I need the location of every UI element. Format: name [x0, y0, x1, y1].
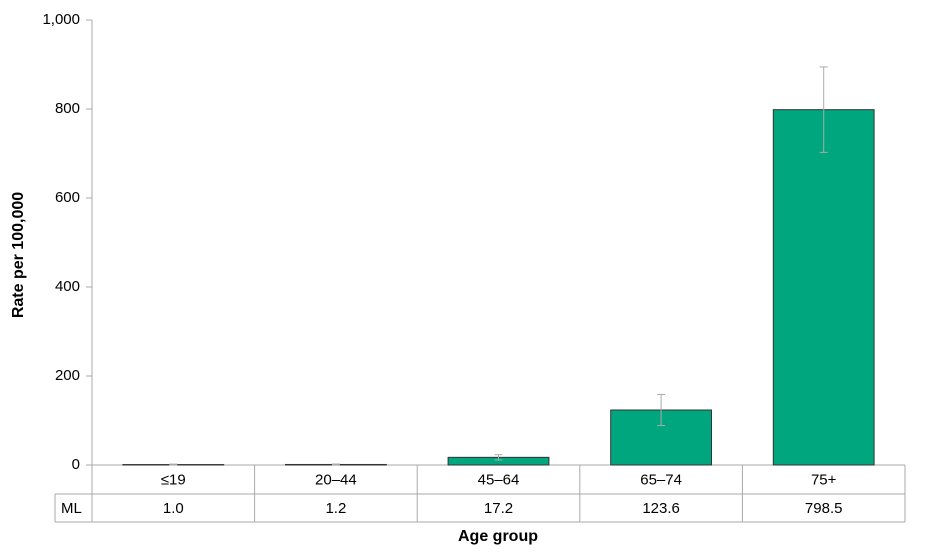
table-value: 17.2: [484, 500, 513, 517]
error-bar: [657, 393, 666, 427]
x-tick-label: 75+: [811, 471, 837, 488]
y-tick-label: 0: [72, 456, 80, 473]
y-tick-label: 200: [55, 367, 80, 384]
x-axis-title: Age group: [458, 528, 538, 545]
table-value: 798.5: [805, 500, 843, 517]
bar: [772, 109, 875, 466]
y-tick-label: 600: [55, 189, 80, 206]
y-tick-label: 1,000: [42, 11, 80, 28]
table-value: 123.6: [642, 500, 680, 517]
y-tick-label: 800: [55, 100, 80, 117]
x-tick-label: 45–64: [478, 471, 520, 488]
table-value: 1.0: [163, 500, 184, 517]
x-tick-label: 20–44: [315, 471, 357, 488]
x-tick-label: 65–74: [640, 471, 682, 488]
error-bar: [819, 66, 828, 153]
legend-label: ML: [61, 500, 82, 517]
table-value: 1.2: [325, 500, 346, 517]
y-tick-label: 400: [55, 278, 80, 295]
error-bar: [169, 463, 178, 466]
x-tick-label: ≤19: [161, 471, 186, 488]
error-bar: [494, 454, 503, 461]
error-bar: [331, 463, 340, 466]
y-axis-title: Rate per 100,000: [10, 192, 27, 318]
